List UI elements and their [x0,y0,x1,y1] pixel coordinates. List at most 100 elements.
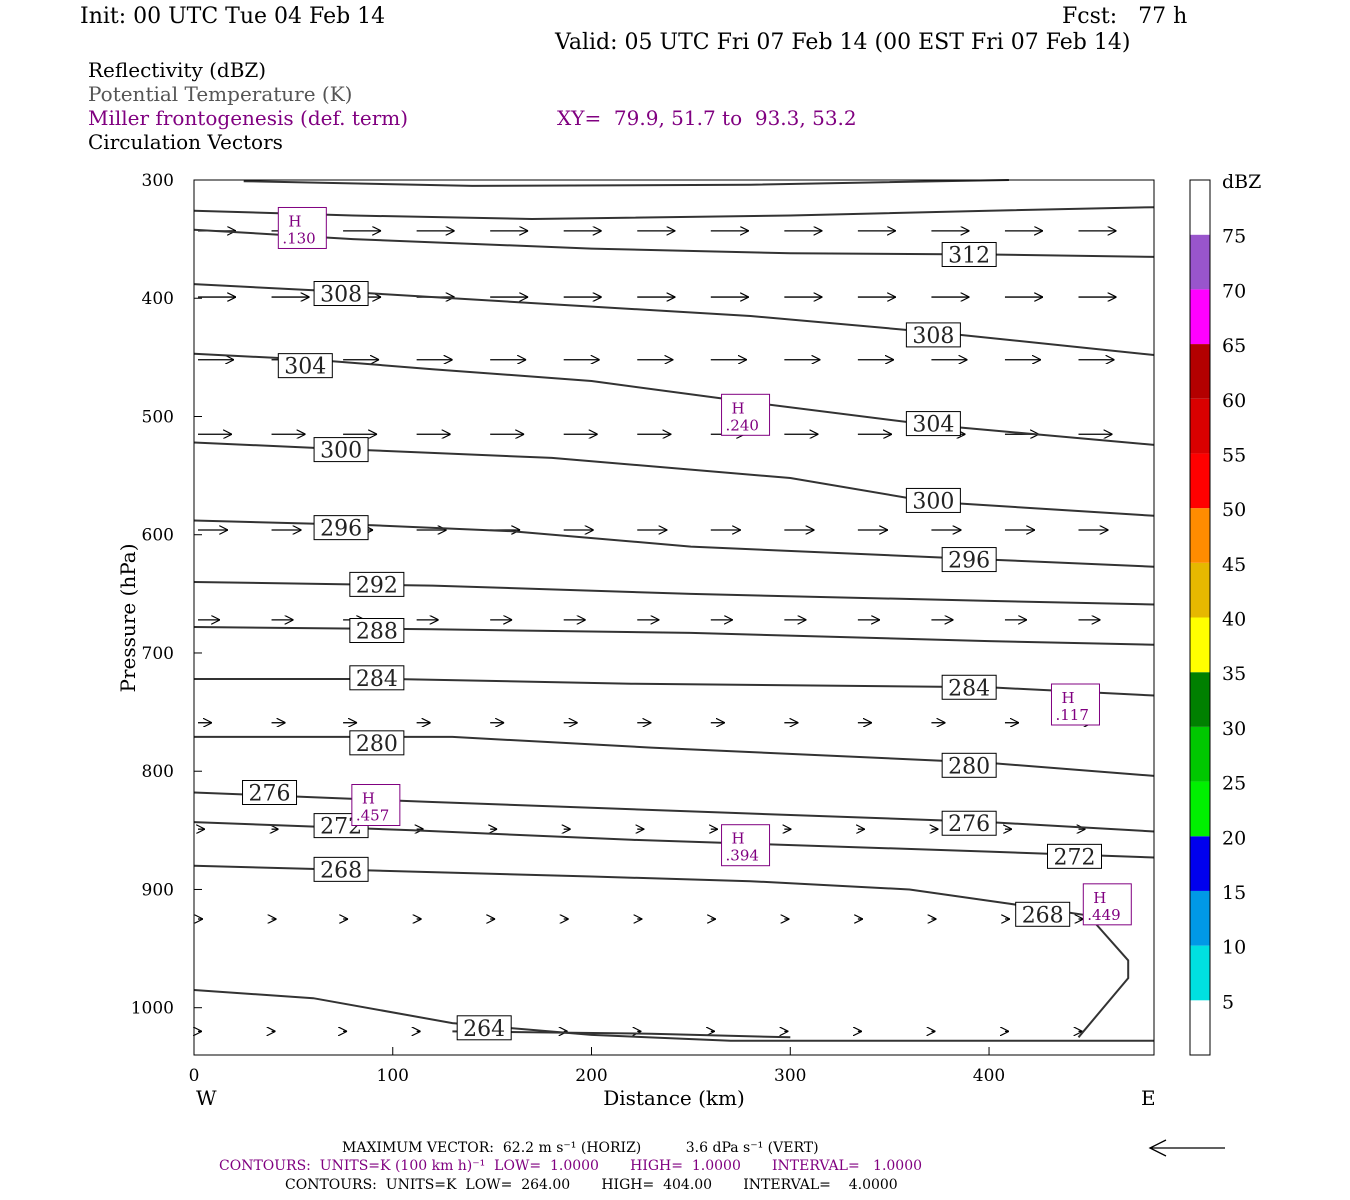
frontogenesis-max-box [351,784,401,827]
theta-contour [194,735,1155,777]
miller-title: Miller frontogenesis (def. term) [88,106,409,130]
contour-label: 296 [948,549,990,574]
colorbar-segment [1190,453,1210,509]
theta-contour [193,206,1155,221]
contour-label-box [456,1015,512,1041]
colorbar-frame [1189,179,1211,1056]
contour-label: 272 [1053,845,1095,870]
colorbar-segment [1190,234,1210,290]
max-vector-text: MAXIMUM VECTOR: 62.2 m s⁻¹ (HORIZ) 3.6 d… [342,1140,819,1156]
frontogenesis-max-value: .117 [1055,706,1088,724]
theta-contour [193,352,1155,446]
contour-label-box [905,411,961,437]
contour-label: 276 [948,812,990,837]
contour-label: 268 [1022,903,1064,928]
y-tick-label: 300 [142,171,174,191]
contour-label-box [941,810,997,836]
contour-label: 308 [320,283,362,308]
forecast-hour: Fcst: 77 h [1062,4,1188,29]
reference-vector-icon [1148,1139,1225,1157]
east-label: E [1141,1086,1156,1110]
theta-contour [452,1030,791,1039]
contour-label-box [1046,843,1102,869]
x-tick-label: 100 [377,1066,409,1086]
colorbar-label: 15 [1222,882,1246,904]
y-tick-label: 500 [142,407,174,427]
theta-contour [193,989,1154,1042]
west-label: W [196,1086,217,1110]
contour-label: 292 [356,573,398,598]
colorbar-title: dBZ [1222,171,1261,193]
contour-label-box [313,856,369,882]
contour-label: 308 [912,324,954,349]
colorbar-label: 55 [1222,444,1246,466]
theta-contour [194,678,1155,697]
frontogenesis-max-marker: H [288,212,301,230]
colorbar-segment [1190,726,1210,782]
colorbar-label: 60 [1222,390,1246,412]
contour-label: 284 [948,676,990,701]
frontogenesis-max-marker: H [1061,689,1074,707]
y-tick-label: 900 [142,880,174,900]
colorbar-segment [1190,617,1210,673]
colorbar-label: 50 [1222,499,1246,521]
xsection-coords: XY= 79.9, 51.7 to 93.3, 53.2 [557,106,857,130]
vectors-title: Circulation Vectors [88,130,283,154]
colorbar-segment [1190,781,1210,837]
y-tick-label: 1000 [131,999,174,1019]
y-tick-label: 800 [142,762,174,782]
plot-frame [193,179,1155,1056]
valid-time: Valid: 05 UTC Fri 07 Feb 14 (00 EST Fri … [555,30,1131,55]
contour-label-box [941,752,997,778]
contour-label-box [349,618,405,644]
colorbar-segment [1190,289,1210,345]
x-tick-label: 300 [774,1066,806,1086]
colorbar-label: 40 [1222,609,1246,631]
colorbar-segment [1190,945,1210,1001]
contour-label-box [905,487,961,513]
colorbar-segment [1190,890,1210,946]
contour-label-box [313,515,369,541]
colorbar-segment [1190,836,1210,891]
contour-label: 304 [912,413,954,438]
colorbar-segment [1190,398,1210,454]
y-tick-label: 400 [142,289,174,309]
x-tick-label: 0 [189,1066,200,1086]
contour-label: 276 [249,782,291,807]
colorbar-label: 5 [1222,991,1234,1013]
init-time: Init: 00 UTC Tue 04 Feb 14 [80,4,386,29]
frontogenesis-max-box [721,393,771,436]
contour-label: 280 [356,732,398,757]
colorbar-label: 30 [1222,718,1246,740]
contour-label-box [277,353,333,379]
contour-label-box [313,281,369,307]
colorbar-label: 10 [1222,937,1246,959]
contour-label: 264 [463,1017,505,1042]
frontogenesis-max-marker: H [732,830,745,848]
frontogenesis-max-marker: H [362,790,375,808]
contour-label-box [313,437,369,463]
colorbar-segment [1190,672,1210,727]
colorbar-segment [1190,1000,1210,1055]
colorbar-segment [1190,344,1210,399]
colorbar-segment [1190,562,1210,618]
contour-label-box [941,674,997,700]
contour-label-box [905,322,961,348]
colorbar-label: 45 [1222,554,1246,576]
colorbar-segment [1190,180,1210,235]
frontogenesis-max-value: .130 [282,229,315,247]
colorbar-label: 65 [1222,335,1246,357]
contour-label-box [941,241,997,267]
y-tick-label: 700 [142,644,174,664]
colorbar-label: 25 [1222,773,1246,795]
contour-label: 268 [320,858,362,883]
frontogenesis-max-value: .457 [356,807,389,825]
frontogenesis-max-marker: H [732,399,745,417]
frontogenesis-max-value: .394 [726,847,759,865]
colorbar-label: 70 [1222,280,1246,302]
frontogenesis-max-marker: H [1093,889,1106,907]
theta-title: Potential Temperature (K) [88,82,353,106]
reflectivity-title: Reflectivity (dBZ) [88,58,267,82]
frontogenesis-max-box [277,206,327,249]
